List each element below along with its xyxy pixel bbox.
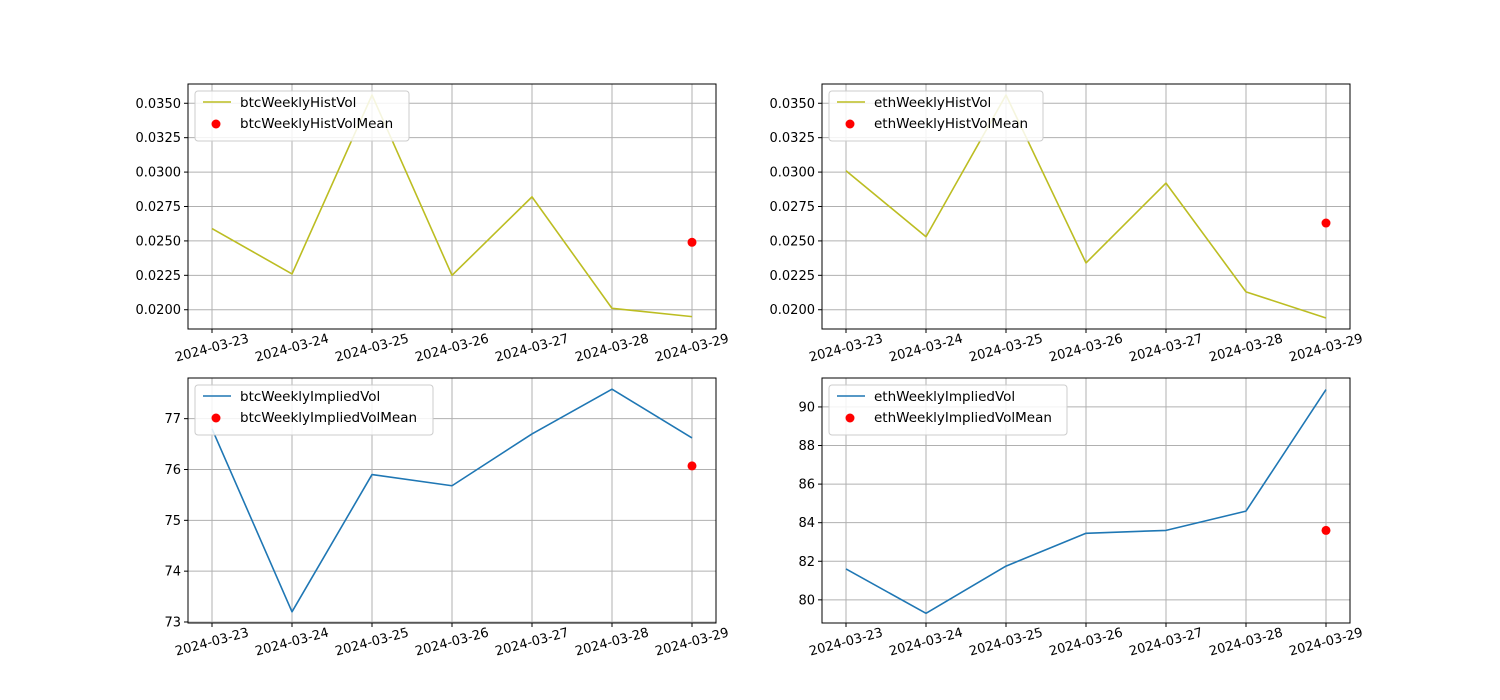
x-tick-label: 2024-03-25 bbox=[334, 625, 411, 659]
y-tick-label: 0.0325 bbox=[136, 131, 182, 146]
scatter-point-ethWeeklyImpliedVolMean bbox=[1321, 525, 1331, 535]
y-tick-label: 73 bbox=[164, 615, 181, 630]
y-tick-label: 80 bbox=[798, 593, 815, 608]
y-tick-label: 77 bbox=[164, 412, 181, 427]
y-tick-label: 74 bbox=[164, 565, 181, 580]
x-tick-label: 2024-03-29 bbox=[1288, 331, 1365, 365]
x-tick-label: 2024-03-26 bbox=[1048, 625, 1125, 659]
x-tick-label: 2024-03-28 bbox=[574, 625, 651, 659]
y-tick-label: 75 bbox=[164, 514, 181, 529]
legend-label: ethWeeklyHistVol bbox=[874, 95, 991, 111]
x-tick-label: 2024-03-29 bbox=[1288, 625, 1365, 659]
scatter-point-btcWeeklyImpliedVolMean bbox=[687, 461, 697, 471]
y-tick-label: 82 bbox=[798, 555, 815, 570]
legend-label: btcWeeklyImpliedVolMean bbox=[240, 410, 417, 426]
legend-box bbox=[194, 90, 410, 142]
y-tick-label: 0.0275 bbox=[770, 200, 816, 215]
legend-label: btcWeeklyHistVol bbox=[240, 95, 356, 111]
y-tick-label: 84 bbox=[798, 516, 815, 531]
y-tick-label: 88 bbox=[798, 439, 815, 454]
chart-panel-2: 0.0200 0.0225 0.0250 0.0275 0.0300 0.0325 0.03… bbox=[770, 83, 1365, 366]
x-tick-label: 2024-03-27 bbox=[494, 625, 571, 659]
chart-panel-1: 0.0200 0.0225 0.0250 0.0275 0.0300 0.0325 0.03… bbox=[136, 83, 731, 366]
x-tick-label: 2024-03-26 bbox=[414, 625, 491, 659]
legend-marker-swatch bbox=[845, 413, 855, 423]
y-tick-label: 0.0350 bbox=[770, 97, 816, 112]
y-tick-label: 0.0300 bbox=[136, 166, 182, 181]
y-tick-label: 0.0200 bbox=[136, 303, 182, 318]
legend-label: ethWeeklyHistVolMean bbox=[874, 116, 1028, 132]
x-tick-label: 2024-03-28 bbox=[1208, 625, 1285, 659]
x-tick-label: 2024-03-23 bbox=[808, 625, 885, 659]
legend-label: ethWeeklyImpliedVol bbox=[874, 389, 1015, 405]
scatter-point-ethWeeklyHistVolMean bbox=[1321, 218, 1331, 228]
y-tick-label: 0.0225 bbox=[770, 269, 816, 284]
scatter-point-btcWeeklyHistVolMean bbox=[687, 237, 697, 247]
x-tick-label: 2024-03-29 bbox=[654, 331, 731, 365]
legend-marker-swatch bbox=[211, 119, 221, 129]
legend-box bbox=[828, 384, 1068, 436]
x-tick-label: 2024-03-28 bbox=[1208, 331, 1285, 365]
x-tick-label: 2024-03-29 bbox=[654, 625, 731, 659]
x-tick-label: 2024-03-23 bbox=[174, 331, 251, 365]
legend-box bbox=[828, 90, 1044, 142]
y-tick-label: 0.0200 bbox=[770, 303, 816, 318]
x-tick-label: 2024-03-27 bbox=[1128, 331, 1205, 365]
y-tick-label: 0.0250 bbox=[136, 234, 182, 249]
x-tick-label: 2024-03-26 bbox=[1048, 331, 1125, 365]
legend-marker-swatch bbox=[211, 413, 221, 423]
x-tick-label: 2024-03-24 bbox=[254, 625, 331, 659]
x-tick-label: 2024-03-23 bbox=[808, 331, 885, 365]
x-tick-label: 2024-03-27 bbox=[494, 331, 571, 365]
y-tick-label: 76 bbox=[164, 463, 181, 478]
x-tick-label: 2024-03-26 bbox=[414, 331, 491, 365]
x-tick-label: 2024-03-27 bbox=[1128, 625, 1205, 659]
x-tick-label: 2024-03-25 bbox=[968, 625, 1045, 659]
legend-label: btcWeeklyHistVolMean bbox=[240, 116, 393, 132]
legend-box bbox=[194, 384, 434, 436]
y-tick-label: 0.0275 bbox=[136, 200, 182, 215]
x-tick-label: 2024-03-25 bbox=[334, 331, 411, 365]
chart-panel-3: 73 74 75 76 77 2024-03-23 2024-03-24 2024-03-25… bbox=[164, 377, 731, 660]
y-tick-label: 0.0325 bbox=[770, 131, 816, 146]
legend-marker-swatch bbox=[845, 119, 855, 129]
y-tick-label: 0.0350 bbox=[136, 97, 182, 112]
x-tick-label: 2024-03-24 bbox=[888, 331, 965, 365]
x-tick-label: 2024-03-23 bbox=[174, 625, 251, 659]
x-tick-label: 2024-03-24 bbox=[254, 331, 331, 365]
legend-label: btcWeeklyImpliedVol bbox=[240, 389, 380, 405]
x-tick-label: 2024-03-25 bbox=[968, 331, 1045, 365]
x-tick-label: 2024-03-24 bbox=[888, 625, 965, 659]
legend-label: ethWeeklyImpliedVolMean bbox=[874, 410, 1052, 426]
y-tick-label: 0.0250 bbox=[770, 234, 816, 249]
y-tick-label: 0.0225 bbox=[136, 269, 182, 284]
x-tick-label: 2024-03-28 bbox=[574, 331, 651, 365]
y-tick-label: 86 bbox=[798, 478, 815, 493]
y-tick-label: 0.0300 bbox=[770, 166, 816, 181]
y-tick-label: 90 bbox=[798, 400, 815, 415]
